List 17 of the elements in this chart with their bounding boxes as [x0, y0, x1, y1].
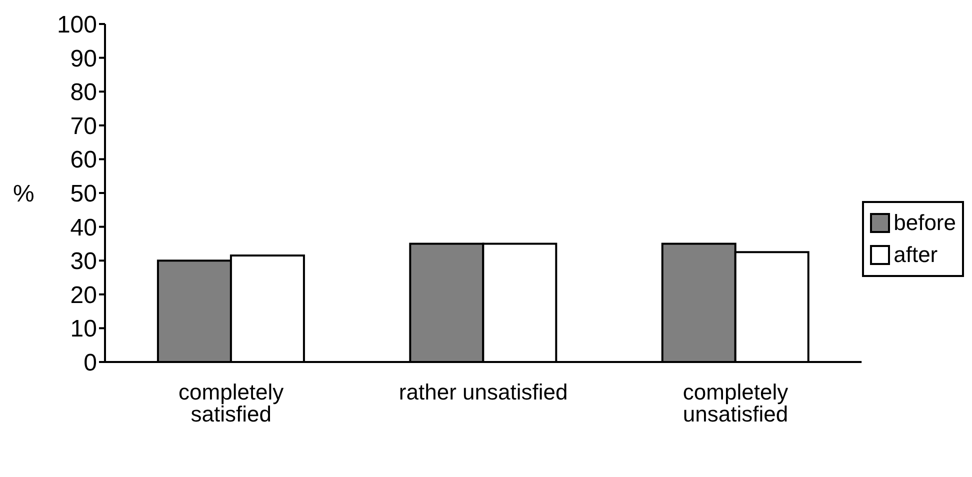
y-tick-label: 0 — [84, 350, 97, 377]
y-tick-label: 30 — [70, 248, 97, 276]
legend-label: after — [894, 240, 938, 268]
y-tick-label: 90 — [70, 45, 97, 72]
y-tick-label: 40 — [70, 214, 97, 242]
x-tick-label: rather unsatisfied — [398, 380, 568, 405]
y-tick-label: 60 — [70, 146, 97, 174]
x-tick-label: completely unsatisfied — [682, 380, 788, 427]
legend-label: before — [894, 208, 956, 236]
y-tick-label: 80 — [70, 79, 97, 106]
y-tick-label: 70 — [70, 112, 97, 140]
y-tick-label: 100 — [56, 12, 97, 39]
y-tick-label: 10 — [70, 316, 97, 343]
x-tick-label: completely satisfied — [178, 380, 284, 427]
y-tick-label: 20 — [70, 282, 97, 309]
y-axis-title: % — [13, 180, 34, 208]
y-tick-label: 50 — [70, 180, 97, 208]
